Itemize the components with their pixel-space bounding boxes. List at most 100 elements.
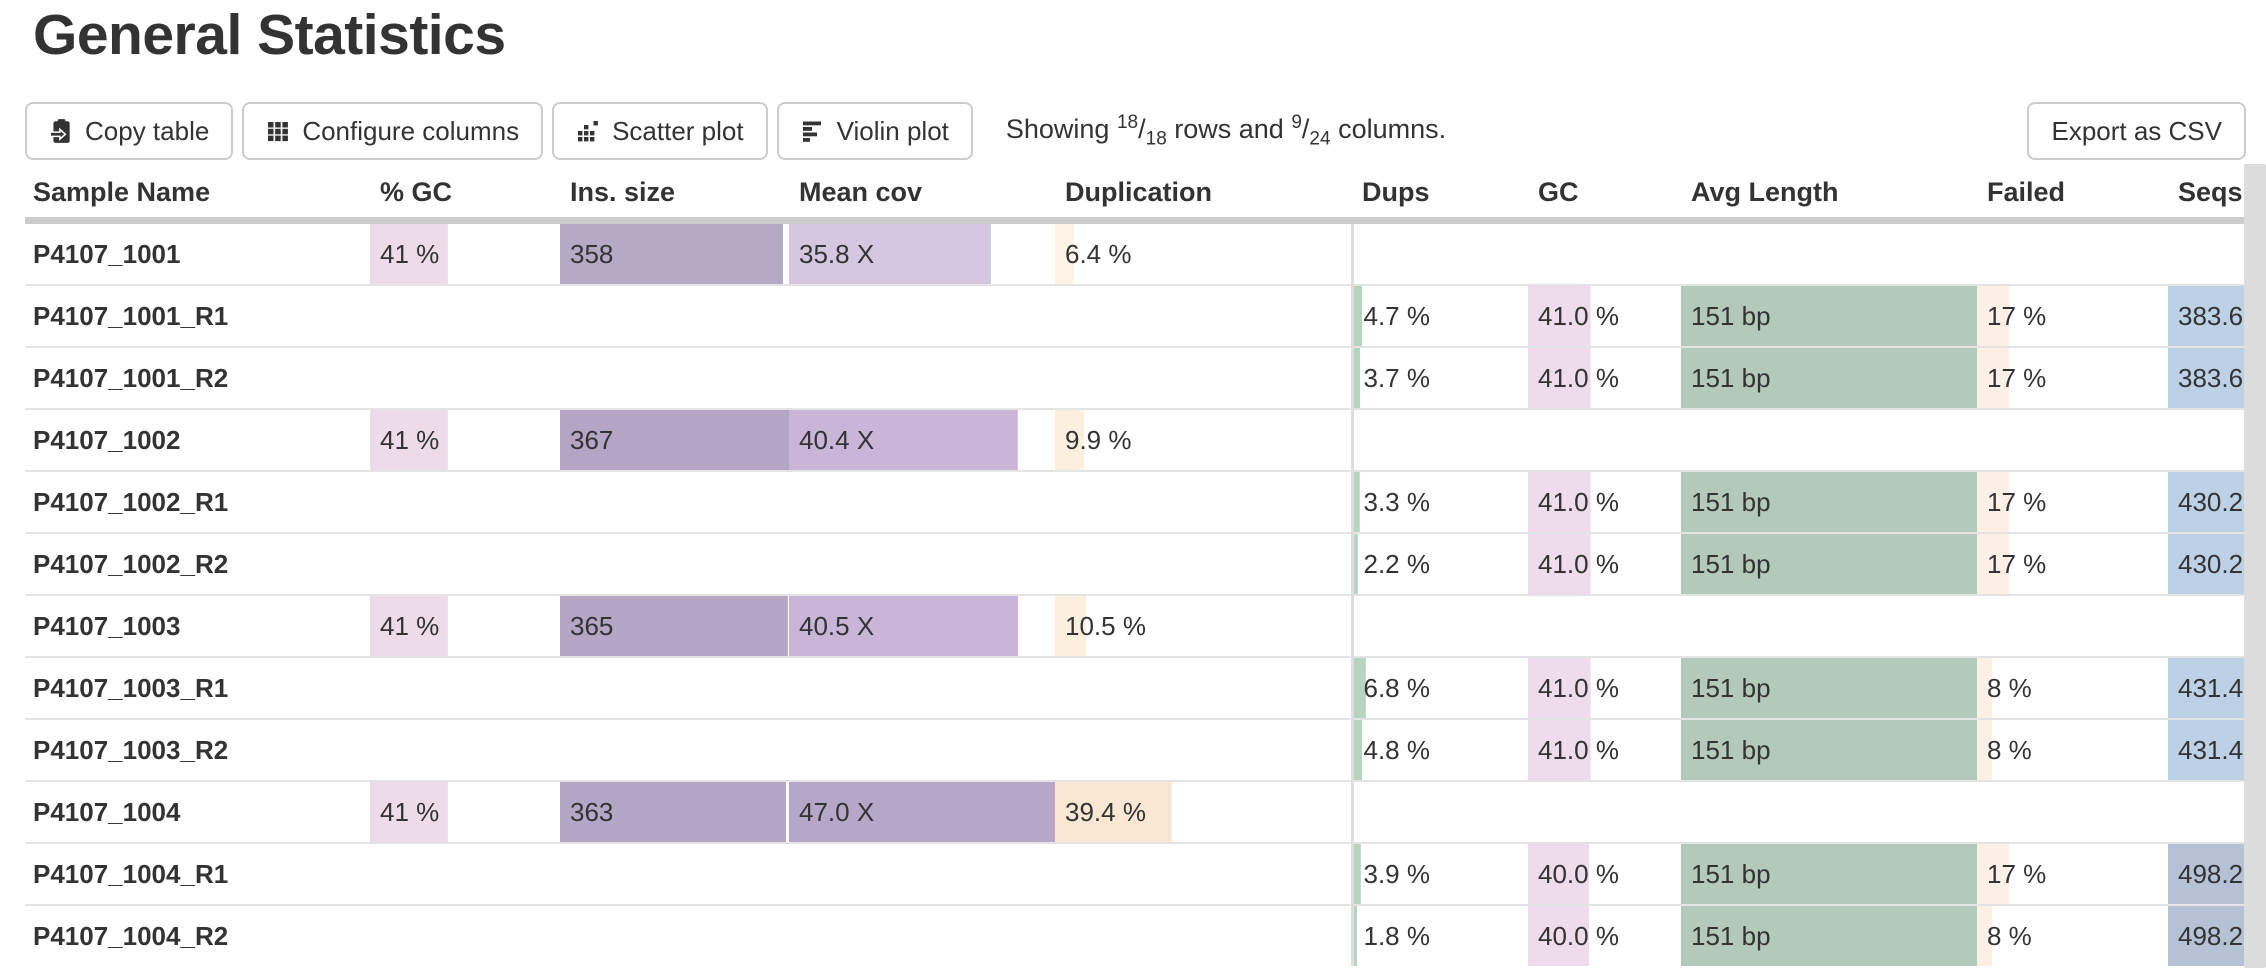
cell-gc: 41.0 % — [1528, 656, 1681, 719]
sample-name: P4107_1004_R2 — [25, 904, 370, 966]
cell-mean_cov: 47.0 X — [789, 780, 1055, 843]
sample-name: P4107_1001_R1 — [25, 284, 370, 347]
cell-gc: 41.0 % — [1528, 284, 1681, 347]
column-header-gc_pct[interactable]: % GC — [370, 168, 560, 224]
cell-avg_length — [1681, 594, 1977, 657]
cell-duplication: 9.9 % — [1055, 408, 1352, 471]
sample-name: P4107_1003_R1 — [25, 656, 370, 719]
column-header-dups[interactable]: Dups — [1352, 168, 1528, 224]
cell-gc: 41.0 % — [1528, 718, 1681, 781]
table-row: P4107_1001_R1 4.7 % 41.0 % 151 bp 17 % 383.6 — [25, 284, 2266, 347]
table-row: P4107_1001 41 % 358 35.8 X 6.4 % — [25, 219, 2266, 285]
cell-duplication — [1055, 532, 1352, 595]
cell-mean_cov — [789, 718, 1055, 781]
cell-dups: 3.9 % — [1350, 842, 1528, 905]
cell-gc_pct — [370, 284, 560, 347]
cell-mean_cov — [789, 842, 1055, 905]
table-row: P4107_1004_R1 3.9 % 40.0 % 151 bp 17 % 498.2 — [25, 842, 2266, 905]
page-title: General Statistics — [33, 3, 506, 67]
cell-avg_length: 151 bp — [1681, 284, 1977, 347]
cell-mean_cov: 40.5 X — [789, 594, 1055, 657]
sample-name: P4107_1002 — [25, 408, 370, 471]
cell-dups: 3.3 % — [1350, 470, 1528, 533]
violin-plot-label: Violin plot — [836, 115, 949, 146]
configure-columns-button[interactable]: Configure columns — [242, 102, 544, 160]
column-header-gc[interactable]: GC — [1528, 168, 1681, 224]
table-row: P4107_1003_R2 4.8 % 41.0 % 151 bp 8 % 431.4 — [25, 718, 2266, 781]
cell-gc_pct: 41 % — [370, 408, 560, 471]
cell-avg_length — [1681, 219, 1977, 285]
cell-gc_pct: 41 % — [370, 219, 560, 285]
cell-gc: 41.0 % — [1528, 470, 1681, 533]
cell-mean_cov — [789, 284, 1055, 347]
cell-ins_size — [560, 842, 789, 905]
cell-failed: 8 % — [1977, 656, 2168, 719]
table-header: Sample Name% GC Ins. size Mean cov Duplicat… — [25, 168, 2266, 224]
cell-avg_length — [1681, 408, 1977, 471]
cell-gc_pct — [370, 470, 560, 533]
clipboard-icon — [49, 118, 73, 144]
cell-avg_length — [1681, 780, 1977, 843]
scatter-plot-button[interactable]: Scatter plot — [552, 102, 768, 160]
cell-mean_cov: 35.8 X — [789, 219, 1055, 285]
cell-failed — [1977, 219, 2168, 285]
table-row: P4107_1002 41 % 367 40.4 X 9.9 % — [25, 408, 2266, 471]
violin-plot-button[interactable]: Violin plot — [776, 102, 973, 160]
violin-bars-icon — [801, 119, 825, 143]
column-header-sample[interactable]: Sample Name — [25, 168, 370, 224]
cell-mean_cov — [789, 904, 1055, 966]
column-header-mean_cov[interactable]: Mean cov — [789, 168, 1055, 224]
cell-avg_length: 151 bp — [1681, 532, 1977, 595]
table-row: P4107_1004_R2 1.8 % 40.0 % 151 bp 8 % 498.2 — [25, 904, 2266, 966]
cell-duplication — [1055, 470, 1352, 533]
cell-duplication — [1055, 842, 1352, 905]
column-header-ins_size[interactable]: Ins. size — [560, 168, 789, 224]
cell-mean_cov — [789, 346, 1055, 409]
cell-avg_length: 151 bp — [1681, 656, 1977, 719]
cell-dups: 3.7 % — [1350, 346, 1528, 409]
cell-duplication: 10.5 % — [1055, 594, 1352, 657]
scatter-dots-icon — [576, 119, 600, 143]
sample-name: P4107_1001 — [25, 219, 370, 285]
cell-failed: 17 % — [1977, 470, 2168, 533]
cell-mean_cov — [789, 470, 1055, 533]
cell-gc_pct — [370, 842, 560, 905]
cell-duplication: 39.4 % — [1055, 780, 1352, 843]
export-wrap: Export as CSV — [2027, 102, 2246, 160]
cell-duplication — [1055, 346, 1352, 409]
cell-avg_length: 151 bp — [1681, 470, 1977, 533]
cell-gc: 41.0 % — [1528, 532, 1681, 595]
vertical-scrollbar[interactable] — [2244, 164, 2266, 968]
cols-shown-count: 9 — [1291, 111, 1302, 133]
cell-ins_size — [560, 656, 789, 719]
cell-ins_size: 365 — [560, 594, 789, 657]
table-row: P4107_1003 41 % 365 40.5 X 10.5 % — [25, 594, 2266, 657]
sample-name: P4107_1004 — [25, 780, 370, 843]
cell-ins_size: 358 — [560, 219, 789, 285]
sample-name: P4107_1001_R2 — [25, 346, 370, 409]
cell-dups: 2.2 % — [1350, 532, 1528, 595]
toolbar: Copy table Configure columns Scatter plo… — [25, 102, 2246, 160]
cell-ins_size: 367 — [560, 408, 789, 471]
cell-dups — [1350, 594, 1528, 657]
table-header-row: Sample Name% GC Ins. size Mean cov Duplicat… — [25, 168, 2266, 224]
column-header-duplication[interactable]: Duplication — [1055, 168, 1352, 224]
cell-duplication — [1055, 718, 1352, 781]
cell-dups: 1.8 % — [1350, 904, 1528, 966]
copy-table-button[interactable]: Copy table — [25, 102, 234, 160]
column-header-avg_length[interactable]: Avg Length — [1681, 168, 1977, 224]
cell-dups — [1350, 408, 1528, 471]
cell-duplication: 6.4 % — [1055, 219, 1352, 285]
cell-gc_pct — [370, 656, 560, 719]
cell-ins_size — [560, 284, 789, 347]
export-csv-button[interactable]: Export as CSV — [2027, 102, 2246, 160]
column-header-failed[interactable]: Failed — [1977, 168, 2168, 224]
general-statistics-table: Sample Name% GC Ins. size Mean cov Duplicat… — [25, 168, 2266, 966]
cell-gc: 40.0 % — [1528, 904, 1681, 966]
cell-ins_size — [560, 718, 789, 781]
cell-ins_size — [560, 532, 789, 595]
cell-gc_pct — [370, 346, 560, 409]
showing-summary: Showing 18/18 rows and 9/24 columns. — [1005, 111, 1447, 150]
sample-name: P4107_1004_R1 — [25, 842, 370, 905]
table-row: P4107_1001_R2 3.7 % 41.0 % 151 bp 17 % 383.6 — [25, 346, 2266, 409]
